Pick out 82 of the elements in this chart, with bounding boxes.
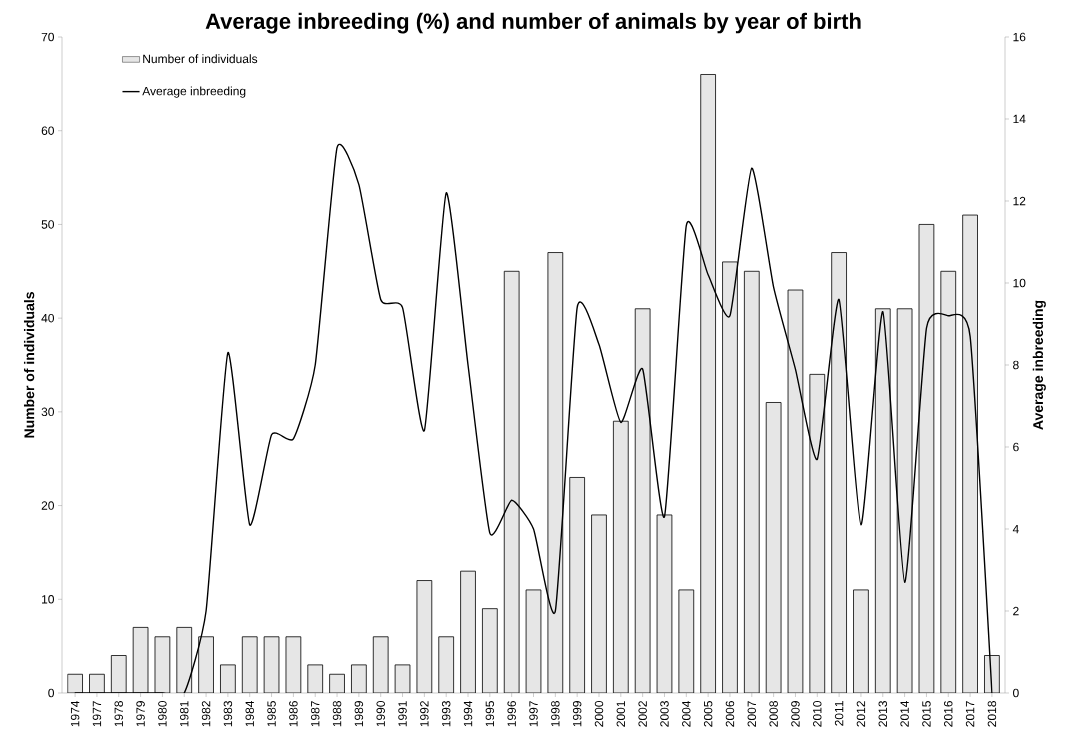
x-tick-label: 1977 [92,701,102,727]
x-tick-label: 1996 [507,701,516,727]
y2-tick-label: 8 [1013,360,1019,370]
x-tick-label: 2013 [878,701,888,727]
x-tick-label: 2003 [660,701,669,727]
bar [962,214,978,693]
bar [110,655,127,693]
x-tick-label: 2004 [682,700,691,727]
bar [438,636,455,693]
y2-tick-label: 4 [1012,524,1019,534]
x-tick-label: 2001 [616,701,626,727]
x-tick-label: 1990 [376,701,385,727]
y2-tick-label: 2 [1013,606,1019,616]
bar [853,589,869,693]
x-tick-label: 1984 [245,700,254,727]
y2-tick-label: 10 [1013,278,1026,288]
x-tick-label: 1978 [114,701,123,727]
x-tick-label: 1992 [420,701,429,727]
bar [569,477,585,693]
x-tick-label: 1997 [529,701,538,727]
x-tick-label: 2005 [703,701,713,727]
x-tick-label: 1994 [463,700,473,727]
y2-tick-label: 14 [1013,114,1026,124]
x-tick-label: 1993 [441,701,451,727]
x-tick-label: 1981 [180,701,189,727]
x-tick-label: 2015 [922,701,931,727]
bar [198,636,214,693]
y2-axis-title: Average inbreeding [1032,300,1046,430]
bar [482,608,498,693]
x-tick-label: 1989 [354,701,364,727]
x-tick-label: 1985 [267,701,276,727]
x-tick-label: 1987 [310,701,320,727]
bar [460,570,476,693]
bar [874,308,891,693]
y-tick-label: 10 [42,595,54,604]
y-axis-title: Number of individuals [23,292,35,438]
x-tick-label: 2012 [856,701,866,727]
y-tick-label: 30 [41,407,54,417]
x-tick-label: 2010 [813,701,822,727]
y2-tick-label: 0 [1013,688,1019,698]
x-tick-label: 1988 [332,701,342,727]
bar [241,636,258,693]
y2-tick-label: 16 [1013,32,1026,42]
x-tick-label: 1983 [223,701,233,727]
x-tick-label: 1986 [289,701,298,727]
x-tick-label: 2016 [944,701,953,727]
bar [613,420,629,693]
x-tick-label: 1995 [485,701,495,727]
x-tick-label: 1974 [70,700,80,727]
y-tick-label: 40 [41,313,54,323]
y-tick-label: 60 [41,126,54,135]
x-tick-label: 2008 [769,701,778,727]
y-tick-label: 70 [41,32,54,42]
x-tick-label: 2017 [965,701,975,727]
x-tick-label: 2006 [725,701,735,727]
x-tick-label: 2009 [791,701,800,727]
x-tick-label: 1979 [136,701,145,727]
x-tick-label: 1991 [398,701,407,727]
x-tick-label: 2007 [747,701,757,727]
x-tick-label: 2014 [900,700,909,727]
legend-label: Number of individuals [143,54,258,64]
x-tick-label: 1999 [572,701,582,727]
y2-tick-label: 12 [1013,196,1026,206]
bar [700,74,716,693]
x-tick-label: 2000 [594,701,604,727]
x-tick-label: 1998 [551,701,560,727]
x-tick-label: 2018 [987,701,997,727]
y-tick-label: 0 [48,688,55,698]
bar [743,270,760,693]
bar [722,261,738,693]
bar [831,252,847,693]
y-tick-label: 50 [41,220,54,229]
legend-label: Average inbreeding [142,86,246,98]
y-tick-label: 20 [41,501,54,510]
x-tick-label: 2002 [638,701,647,727]
x-tick-label: 1980 [158,701,167,727]
y2-tick-label: 6 [1013,442,1019,452]
bar [591,514,607,693]
x-tick-label: 2011 [834,701,844,726]
bar [940,270,957,693]
chart-title: Average inbreeding (%) and number of animals by year of birth [205,12,861,34]
x-tick-label: 1982 [201,701,211,727]
